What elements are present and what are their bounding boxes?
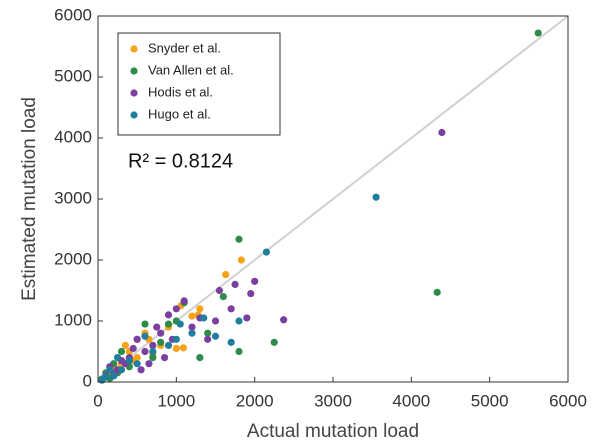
data-point <box>179 344 187 352</box>
data-point <box>106 366 114 374</box>
x-tick-label: 6000 <box>549 391 587 410</box>
data-point <box>133 335 141 343</box>
legend-marker <box>130 111 138 119</box>
y-tick-label: 4000 <box>54 127 92 146</box>
legend-label: Hugo et al. <box>148 106 211 121</box>
x-axis-label: Actual mutation load <box>247 421 419 442</box>
data-point <box>188 312 196 320</box>
data-point <box>235 347 243 356</box>
data-point <box>237 256 245 264</box>
data-point <box>188 323 196 331</box>
data-point <box>113 354 122 362</box>
data-point <box>219 293 227 301</box>
x-tick-label: 5000 <box>471 391 509 410</box>
legend-label: Hodis et al. <box>148 84 213 99</box>
data-point <box>153 323 161 331</box>
y-tick-label: 2000 <box>54 249 92 268</box>
annotation: R² = 0.8124 <box>128 150 233 172</box>
y-tick-label: 6000 <box>54 5 92 24</box>
data-point <box>227 305 235 313</box>
y-tick-label: 3000 <box>54 188 92 207</box>
data-point <box>172 335 180 343</box>
data-point <box>176 320 184 328</box>
data-point <box>211 317 220 325</box>
data-point <box>164 320 173 328</box>
data-point <box>235 317 243 325</box>
data-point <box>270 338 278 346</box>
y-tick-label: 0 <box>83 371 92 390</box>
data-point <box>164 341 173 349</box>
data-point <box>251 277 259 285</box>
data-point <box>172 344 180 353</box>
data-point <box>141 347 149 356</box>
y-tick-label: 5000 <box>54 66 92 85</box>
x-tick-label: 0 <box>93 391 102 410</box>
data-point <box>227 338 235 346</box>
legend-marker <box>130 89 138 97</box>
x-tick-label: 1000 <box>157 391 195 410</box>
data-point <box>222 271 230 279</box>
legend-box <box>117 32 281 136</box>
y-tick-label: 1000 <box>54 310 92 329</box>
data-point <box>149 354 157 362</box>
legend-label: Van Allen et al. <box>148 62 234 77</box>
data-point <box>157 329 165 337</box>
data-point <box>438 128 446 137</box>
legend: Snyder et al. Van Allen et al. Hodis et al… <box>117 32 281 136</box>
data-point <box>534 29 542 37</box>
data-point <box>133 360 141 368</box>
data-point <box>110 372 118 380</box>
y-axis-label: Estimated mutation load <box>19 97 40 301</box>
legend-marker <box>130 45 138 53</box>
data-point <box>172 305 180 313</box>
legend-label: Snyder et al. <box>148 40 221 55</box>
data-point <box>200 314 208 322</box>
data-point <box>204 335 212 343</box>
data-point <box>137 366 145 374</box>
data-point <box>196 305 204 313</box>
data-point <box>231 280 239 288</box>
data-point <box>204 329 212 337</box>
data-point <box>145 360 153 368</box>
x-tick-label: 3000 <box>314 391 352 410</box>
data-point <box>211 332 220 340</box>
data-point <box>188 329 196 337</box>
data-point <box>141 320 149 328</box>
data-point <box>149 347 157 356</box>
data-point <box>433 288 441 296</box>
data-point <box>372 193 380 201</box>
data-point <box>243 314 251 322</box>
plot-frame <box>97 15 569 383</box>
data-point <box>280 316 288 324</box>
legend-marker <box>130 67 138 75</box>
data-point <box>247 289 255 298</box>
x-tick-label: 4000 <box>392 391 430 410</box>
data-point <box>125 357 133 365</box>
data-point <box>98 376 106 384</box>
data-point <box>117 347 126 356</box>
data-point <box>235 235 243 243</box>
data-point <box>157 338 165 346</box>
data-point <box>215 286 224 295</box>
data-point <box>180 297 188 305</box>
data-point <box>121 341 130 349</box>
data-point <box>164 311 173 319</box>
data-point <box>141 332 149 340</box>
data-point <box>160 354 169 362</box>
data-point <box>149 341 157 349</box>
data-point <box>129 344 137 353</box>
data-point <box>117 366 126 374</box>
x-tick-label: 2000 <box>236 391 274 410</box>
data-point <box>196 354 204 362</box>
data-point <box>262 248 271 256</box>
